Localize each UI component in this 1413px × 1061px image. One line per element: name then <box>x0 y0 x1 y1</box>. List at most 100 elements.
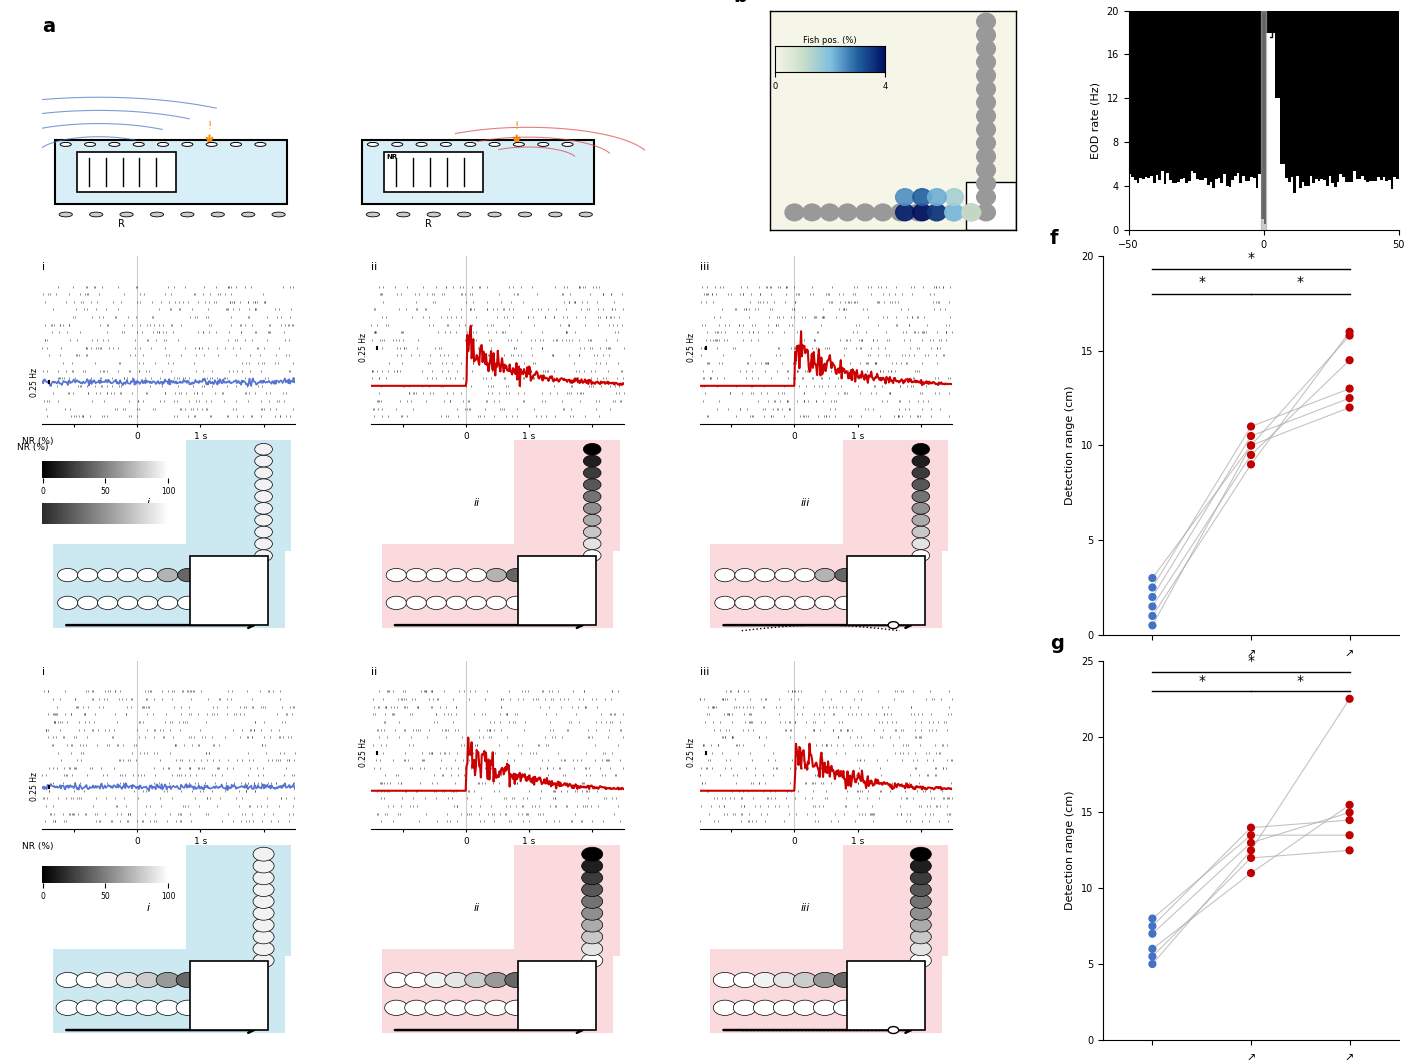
Point <box>189 683 212 700</box>
Bar <box>1204 178 1207 230</box>
Point <box>184 407 206 424</box>
Point <box>384 400 407 417</box>
Point <box>270 309 292 326</box>
Point <box>793 362 815 379</box>
Point <box>835 362 858 379</box>
Point <box>541 789 564 806</box>
Point <box>459 331 482 348</box>
Point <box>233 369 256 386</box>
Point <box>462 347 485 364</box>
Bar <box>1166 173 1169 230</box>
Point <box>382 683 404 700</box>
Point <box>568 347 591 364</box>
Point <box>277 813 300 830</box>
Point <box>503 789 526 806</box>
Point <box>702 789 725 806</box>
Point <box>123 340 146 356</box>
Point <box>147 775 170 792</box>
Circle shape <box>774 596 796 610</box>
Point <box>274 714 297 731</box>
Point <box>495 324 517 341</box>
Point <box>161 767 184 784</box>
Point <box>578 782 601 799</box>
Point <box>187 293 209 310</box>
Circle shape <box>910 929 931 944</box>
Point <box>373 714 396 731</box>
Point <box>38 760 61 777</box>
Point <box>196 706 219 723</box>
Point <box>136 385 158 402</box>
Point <box>911 385 934 402</box>
Point <box>103 309 126 326</box>
Point <box>527 736 550 753</box>
Point <box>394 340 417 356</box>
Point <box>71 362 93 379</box>
Point <box>34 767 57 784</box>
Point <box>581 369 603 386</box>
Point <box>206 706 229 723</box>
Point <box>393 378 415 395</box>
Point <box>400 347 422 364</box>
Circle shape <box>910 894 931 908</box>
Point <box>273 744 295 761</box>
Point <box>69 285 92 302</box>
Point <box>192 324 215 341</box>
Point <box>848 789 870 806</box>
Bar <box>1340 174 1342 230</box>
Point <box>519 744 541 761</box>
Point <box>697 698 719 715</box>
Point <box>779 400 801 417</box>
Point <box>815 782 838 799</box>
Point <box>718 316 740 333</box>
Point <box>793 407 815 424</box>
Point <box>773 378 796 395</box>
Point <box>493 369 516 386</box>
Point <box>59 331 82 348</box>
Point <box>911 400 934 417</box>
Point <box>697 782 719 799</box>
Bar <box>1139 177 1142 230</box>
Bar <box>1228 187 1231 230</box>
Point <box>892 744 914 761</box>
Point <box>493 400 516 417</box>
Point <box>42 736 65 753</box>
Point <box>151 378 174 395</box>
Point <box>721 285 743 302</box>
Point <box>875 278 897 295</box>
Point <box>756 789 779 806</box>
Point <box>206 340 229 356</box>
Circle shape <box>158 569 178 581</box>
Point <box>85 813 107 830</box>
Point <box>52 369 75 386</box>
Point <box>244 782 267 799</box>
Point <box>456 331 479 348</box>
Point <box>479 721 502 738</box>
Point <box>250 736 273 753</box>
Point <box>747 393 770 410</box>
Point <box>852 736 875 753</box>
Point <box>188 798 211 815</box>
Point <box>887 393 910 410</box>
Point <box>601 744 623 761</box>
Text: i: i <box>42 262 45 273</box>
Point <box>370 782 393 799</box>
Point <box>382 331 404 348</box>
Bar <box>1269 33 1272 230</box>
Point <box>447 407 469 424</box>
Point <box>271 278 294 295</box>
Bar <box>1342 177 1345 230</box>
Point <box>711 301 733 318</box>
Point <box>376 782 398 799</box>
Point <box>243 324 266 341</box>
Point <box>728 683 750 700</box>
Point <box>114 706 137 723</box>
Point <box>558 714 581 731</box>
Point <box>760 278 783 295</box>
Point <box>226 751 249 768</box>
Point <box>887 293 910 310</box>
Point <box>846 775 869 792</box>
Point <box>528 789 551 806</box>
Point <box>1142 608 1164 625</box>
Point <box>468 805 490 822</box>
Point <box>93 805 116 822</box>
